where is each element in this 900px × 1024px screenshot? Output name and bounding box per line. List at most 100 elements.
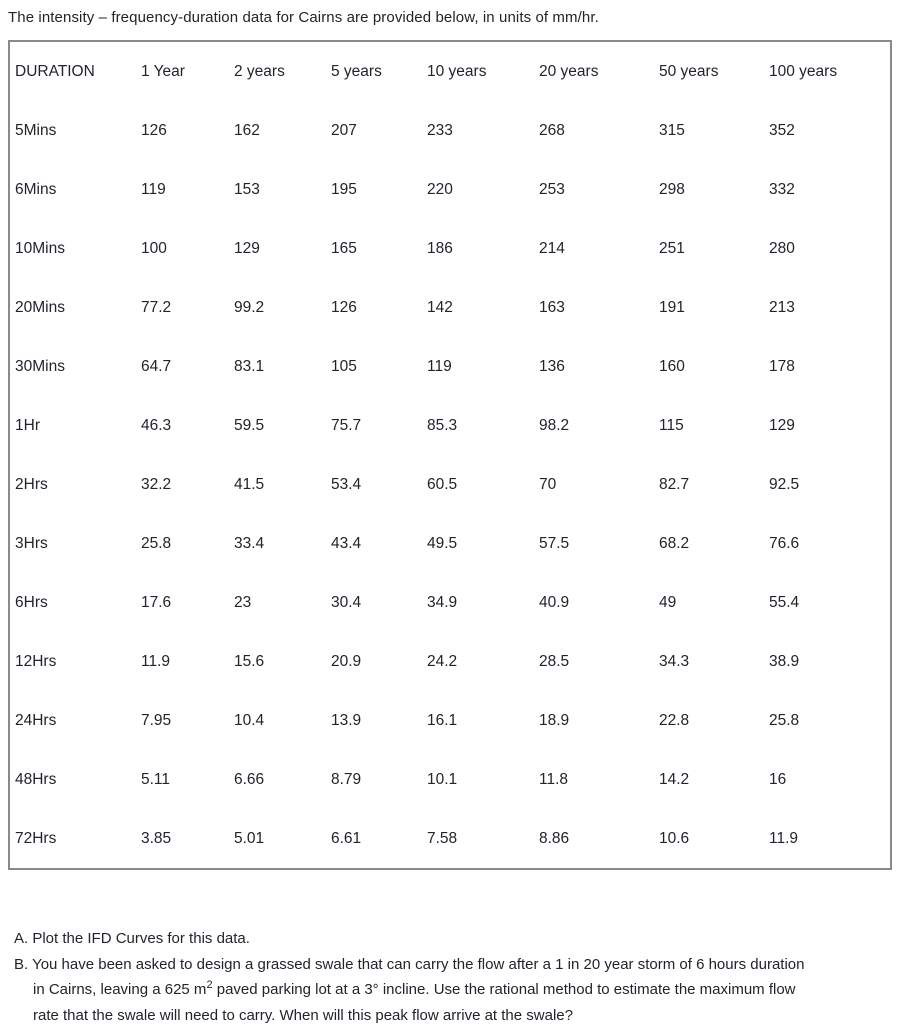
column-header: 50 years: [659, 62, 719, 80]
cell-value: 119: [141, 180, 166, 198]
cell-value: 60.5: [427, 475, 458, 493]
cell-value: 20.9: [331, 652, 362, 670]
table-row: 1Hr 46.3 59.5 75.7 85.3 98.2 115 129: [9, 396, 891, 455]
cell-value: 10.4: [234, 711, 265, 729]
table-row: 5Mins 126 162 207 233 268 315 352: [9, 101, 891, 160]
table-row: 2Hrs 32.2 41.5 53.4 60.5 70 82.7 92.5: [9, 455, 891, 514]
column-header: 1 Year: [141, 62, 185, 80]
questions-section: A. Plot the IFD Curves for this data. B.…: [14, 926, 890, 1024]
cell-value: 10.6: [659, 829, 690, 847]
question-b-line2-pre: in Cairns, leaving a 625 m: [33, 981, 207, 998]
question-b-line3: rate that the swale will need to carry. …: [33, 1006, 573, 1024]
cell-value: 233: [427, 121, 453, 139]
cell-value: 268: [539, 121, 565, 139]
cell-value: 298: [659, 180, 685, 198]
cell-value: 6.66: [234, 770, 265, 788]
row-label-duration: 30Mins: [15, 357, 65, 375]
row-label-duration: 1Hr: [15, 416, 40, 434]
cell-value: 162: [234, 121, 260, 139]
cell-value: 160: [659, 357, 685, 375]
ifd-table: DURATION 1 Year 2 years 5 years 10 years 20 y…: [8, 40, 892, 870]
cell-value: 280: [769, 239, 795, 257]
cell-value: 49.5: [427, 534, 458, 552]
cell-value: 30.4: [331, 593, 362, 611]
cell-value: 195: [331, 180, 357, 198]
cell-value: 178: [769, 357, 795, 375]
row-label-duration: 72Hrs: [15, 829, 57, 847]
cell-value: 207: [331, 121, 357, 139]
cell-value: 251: [659, 239, 685, 257]
cell-value: 55.4: [769, 593, 800, 611]
row-label-duration: 12Hrs: [15, 652, 57, 670]
cell-value: 6.61: [331, 829, 362, 847]
table-row: 20Mins 77.2 99.2 126 142 163 191 213: [9, 278, 891, 337]
cell-value: 332: [769, 180, 795, 198]
table-row: 72Hrs 3.85 5.01 6.61 7.58 8.86 10.6 11.9: [9, 809, 891, 869]
cell-value: 85.3: [427, 416, 458, 434]
table-row: 3Hrs 25.8 33.4 43.4 49.5 57.5 68.2 76.6: [9, 514, 891, 573]
column-header: 2 years: [234, 62, 285, 80]
column-header: 5 years: [331, 62, 382, 80]
cell-value: 129: [769, 416, 795, 434]
table-row: 12Hrs 11.9 15.6 20.9 24.2 28.5 34.3 38.9: [9, 632, 891, 691]
cell-value: 186: [427, 239, 453, 257]
cell-value: 59.5: [234, 416, 265, 434]
cell-value: 41.5: [234, 475, 265, 493]
cell-value: 34.3: [659, 652, 690, 670]
cell-value: 82.7: [659, 475, 690, 493]
table-row: 48Hrs 5.11 6.66 8.79 10.1 11.8 14.2 16: [9, 750, 891, 809]
cell-value: 53.4: [331, 475, 362, 493]
cell-value: 49: [659, 593, 677, 611]
cell-value: 10.1: [427, 770, 458, 788]
cell-value: 25.8: [141, 534, 172, 552]
cell-value: 105: [331, 357, 357, 375]
column-header-duration: DURATION: [15, 62, 95, 80]
cell-value: 98.2: [539, 416, 570, 434]
cell-value: 25.8: [769, 711, 800, 729]
row-label-duration: 10Mins: [15, 239, 65, 257]
cell-value: 83.1: [234, 357, 265, 375]
ifd-table-body: 5Mins 126 162 207 233 268 315 352 6Mins 119 153 195…: [9, 101, 891, 869]
cell-value: 165: [331, 239, 357, 257]
table-row: 30Mins 64.7 83.1 105 119 136 160 178: [9, 337, 891, 396]
row-label-duration: 2Hrs: [15, 475, 48, 493]
cell-value: 3.85: [141, 829, 172, 847]
cell-value: 253: [539, 180, 565, 198]
column-header: 10 years: [427, 62, 487, 80]
cell-value: 11.9: [769, 829, 799, 847]
cell-value: 7.58: [427, 829, 458, 847]
column-header: 20 years: [539, 62, 599, 80]
cell-value: 22.8: [659, 711, 690, 729]
cell-value: 23: [234, 593, 252, 611]
cell-value: 64.7: [141, 357, 172, 375]
cell-value: 115: [659, 416, 684, 434]
row-label-duration: 20Mins: [15, 298, 65, 316]
cell-value: 5.11: [141, 770, 171, 788]
cell-value: 32.2: [141, 475, 172, 493]
cell-value: 70: [539, 475, 557, 493]
cell-value: 28.5: [539, 652, 570, 670]
cell-value: 77.2: [141, 298, 172, 316]
cell-value: 191: [659, 298, 685, 316]
row-label-duration: 3Hrs: [15, 534, 48, 552]
cell-value: 40.9: [539, 593, 570, 611]
cell-value: 76.6: [769, 534, 800, 552]
cell-value: 57.5: [539, 534, 570, 552]
table-row: 10Mins 100 129 165 186 214 251 280: [9, 219, 891, 278]
cell-value: 7.95: [141, 711, 172, 729]
cell-value: 92.5: [769, 475, 800, 493]
column-header: 100 years: [769, 62, 838, 80]
table-row: 6Hrs 17.6 23 30.4 34.9 40.9 49 55.4: [9, 573, 891, 632]
cell-value: 13.9: [331, 711, 362, 729]
question-a: A. Plot the IFD Curves for this data.: [14, 930, 250, 947]
question-b-line1: B. You have been asked to design a grass…: [14, 955, 805, 973]
cell-value: 100: [141, 239, 167, 257]
cell-value: 16: [769, 770, 787, 788]
cell-value: 213: [769, 298, 795, 316]
cell-value: 126: [141, 121, 167, 139]
question-b-line2: in Cairns, leaving a 625 m2 paved parkin…: [14, 977, 890, 1003]
row-label-duration: 48Hrs: [15, 770, 57, 788]
table-row: 6Mins 119 153 195 220 253 298 332: [9, 160, 891, 219]
row-label-duration: 5Mins: [15, 121, 57, 139]
cell-value: 163: [539, 298, 565, 316]
